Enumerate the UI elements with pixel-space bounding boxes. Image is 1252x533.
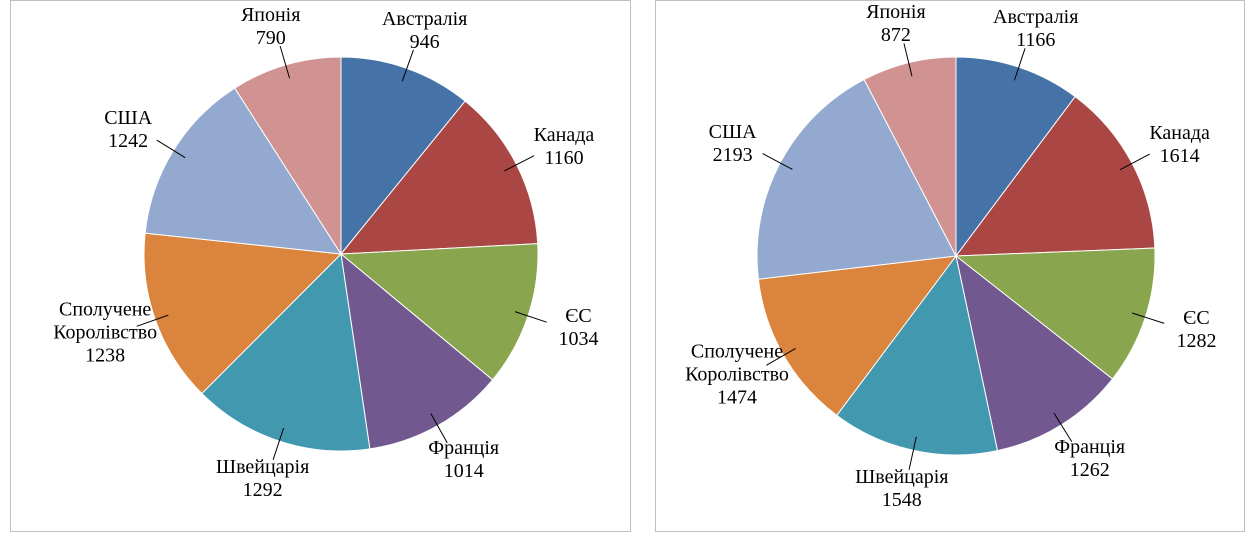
leader-line <box>908 436 917 470</box>
category-label: Австралія <box>993 6 1079 29</box>
value-label: 946 <box>409 31 440 54</box>
category-label: Сполучене Королівство <box>53 298 158 344</box>
data-label: Канада 1160 <box>494 124 634 170</box>
pie-chart <box>136 45 547 460</box>
value-label: 1282 <box>1176 329 1217 352</box>
data-label: ЄС 1034 <box>508 305 648 351</box>
category-label: Японія <box>866 1 926 24</box>
category-label: Швейцарія <box>855 466 949 489</box>
value-label: 872 <box>880 24 911 47</box>
data-label: ЄС 1282 <box>1126 307 1252 353</box>
value-label: 1160 <box>544 146 584 169</box>
value-label: 1474 <box>717 386 757 409</box>
value-label: 1548 <box>881 489 922 512</box>
value-label: 1014 <box>443 460 484 483</box>
category-label: Франція <box>1054 435 1126 458</box>
data-label: Швейцарія 1548 <box>832 466 972 512</box>
data-label: Австралія 1166 <box>966 6 1106 52</box>
leader-line <box>504 155 535 172</box>
value-label: 1242 <box>108 129 149 152</box>
value-label: 1614 <box>1159 144 1200 167</box>
value-label: 2193 <box>712 144 753 167</box>
leader-line <box>430 413 448 444</box>
leader-line <box>401 49 414 82</box>
leader-line <box>1119 153 1150 171</box>
data-label: США 1242 <box>58 107 198 153</box>
category-label: Канада <box>533 123 595 146</box>
value-label: 1166 <box>1016 29 1056 52</box>
value-label: 1262 <box>1069 458 1110 481</box>
value-label: 790 <box>255 27 286 50</box>
category-label: Сполучене Королівство <box>685 340 789 386</box>
data-label: США 2193 <box>663 121 803 167</box>
data-label: Сполучене Королівство 1474 <box>667 341 807 410</box>
data-label: Австралія 946 <box>355 8 495 54</box>
category-label: США <box>104 106 153 129</box>
leader-line <box>762 153 793 170</box>
leader-line <box>903 43 913 77</box>
category-label: ЄС <box>1183 306 1210 329</box>
leader-line <box>1053 412 1073 443</box>
leader-line <box>279 45 291 79</box>
leader-line <box>136 314 169 327</box>
data-label: Франція 1014 <box>394 437 534 483</box>
category-label: Франція <box>428 437 500 460</box>
data-label: Сполучене Королівство 1238 <box>35 298 175 367</box>
leader-line <box>514 311 547 323</box>
leader-line <box>766 347 796 366</box>
category-label: ЄС <box>565 305 592 328</box>
data-label: Канада 1614 <box>1110 122 1250 168</box>
leader-line <box>1013 48 1026 81</box>
category-label: США <box>708 121 757 144</box>
leader-line <box>156 139 186 159</box>
value-label: 1292 <box>242 478 283 501</box>
data-label: Японія 790 <box>201 4 341 50</box>
chart-panel: Австралія 1166 Канада 1614 ЄС 1282 Франція 1262… <box>655 0 1245 532</box>
pie-chart <box>756 43 1165 470</box>
data-label: Франція 1262 <box>1020 436 1160 482</box>
chart-panel: Австралія 946 Канада 1160 ЄС 1034 Франція 1014 Ш… <box>10 0 631 532</box>
data-label: Японія 872 <box>826 1 966 47</box>
leader-line <box>1131 312 1165 324</box>
data-label: Швейцарія 1292 <box>193 456 333 502</box>
category-label: Канада <box>1149 121 1210 144</box>
category-label: Австралія <box>381 8 468 31</box>
value-label: 1034 <box>558 328 599 351</box>
value-label: 1238 <box>85 344 126 367</box>
category-label: Японія <box>240 4 301 27</box>
category-label: Швейцарія <box>215 455 310 478</box>
leader-line <box>272 427 285 460</box>
